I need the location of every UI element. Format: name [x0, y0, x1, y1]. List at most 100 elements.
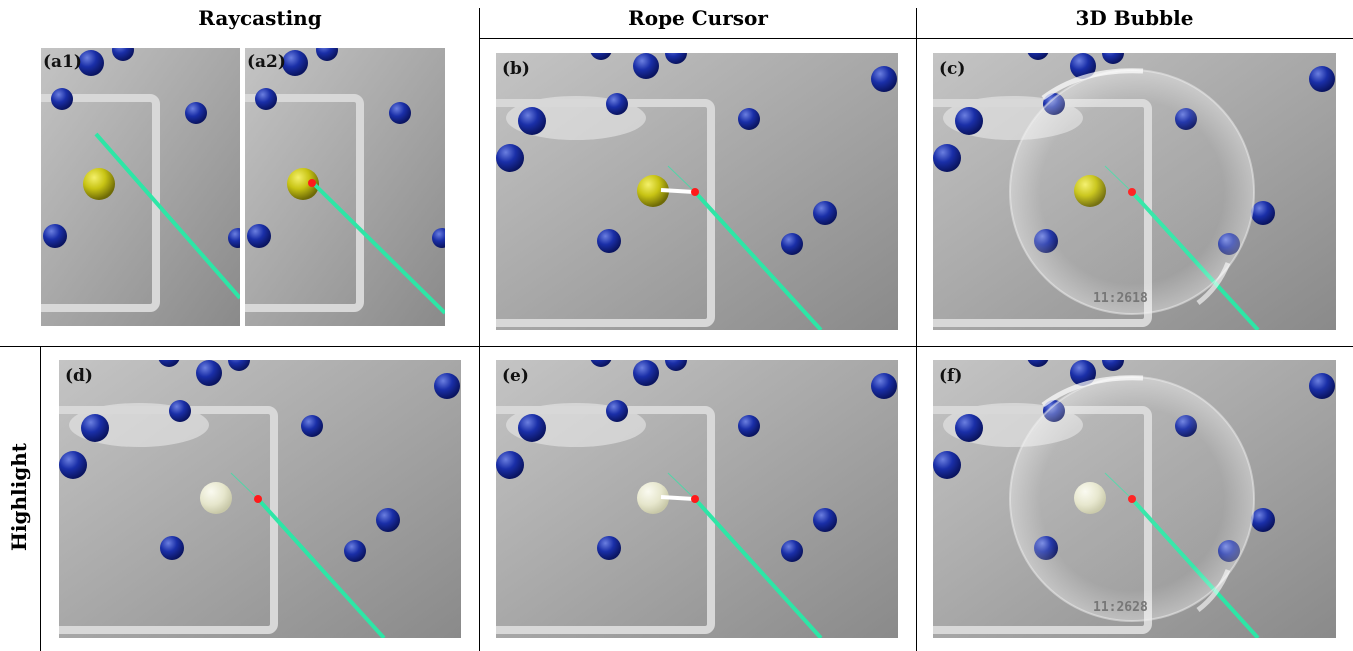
panel-e: (e)	[496, 360, 898, 638]
distractor-sphere	[112, 48, 134, 61]
distractor-sphere	[665, 53, 687, 64]
ray	[94, 132, 240, 300]
distractor-sphere	[606, 93, 628, 115]
distractor-sphere	[813, 508, 837, 532]
distractor-sphere	[633, 53, 659, 79]
panel-b: (b)	[496, 53, 898, 330]
distractor-sphere	[158, 360, 180, 367]
ray	[667, 165, 696, 193]
distractor-sphere	[955, 414, 983, 442]
distractor-sphere	[871, 66, 897, 92]
distractor-sphere	[1102, 53, 1124, 64]
distractor-sphere	[813, 201, 837, 225]
distractor-sphere	[344, 540, 366, 562]
distractor-sphere	[518, 414, 546, 442]
target-sphere	[287, 168, 319, 200]
distractor-sphere	[955, 107, 983, 135]
distractor-sphere	[933, 451, 961, 479]
distractor-sphere	[59, 451, 87, 479]
distractor-sphere	[228, 228, 240, 248]
panel-c: (c) 11:2618	[933, 53, 1336, 330]
distractor-sphere	[496, 144, 524, 172]
panel-label: (f)	[939, 366, 963, 386]
panel-label: (b)	[502, 59, 530, 79]
distractor-sphere	[738, 415, 760, 437]
distractor-sphere	[51, 88, 73, 110]
distractor-sphere	[781, 540, 803, 562]
distractor-sphere	[665, 360, 687, 371]
panel-label: (d)	[65, 366, 93, 386]
distractor-sphere	[606, 400, 628, 422]
ray	[256, 497, 386, 638]
rope	[660, 188, 695, 194]
distractor-sphere	[1251, 201, 1275, 225]
divider-header	[480, 38, 1353, 39]
column-header-rope-cursor: Rope Cursor	[628, 6, 768, 30]
distractor-sphere	[78, 50, 104, 76]
ray	[693, 497, 823, 638]
row-label-highlight: Highlight	[7, 443, 31, 551]
ray	[311, 181, 445, 315]
distractor-sphere	[282, 50, 308, 76]
distractor-sphere	[1027, 53, 1049, 60]
distractor-sphere	[301, 415, 323, 437]
distractor-sphere	[633, 360, 659, 386]
bubble-sphere	[1009, 69, 1255, 315]
panel-label: (c)	[939, 59, 966, 79]
clock-readout: 11:2628	[1093, 600, 1148, 615]
distractor-sphere	[81, 414, 109, 442]
target-sphere	[83, 168, 115, 200]
distractor-sphere	[738, 108, 760, 130]
distractor-sphere	[1309, 373, 1335, 399]
column-header-raycasting: Raycasting	[198, 6, 322, 30]
distractor-sphere	[1070, 53, 1096, 79]
distractor-sphere	[432, 228, 445, 248]
distractor-sphere	[1102, 360, 1124, 371]
ray-cursor	[308, 179, 316, 187]
panel-d: (d)	[59, 360, 461, 638]
ray-cursor	[254, 495, 262, 503]
distractor-sphere	[376, 508, 400, 532]
panel-f: (f) 11:2628	[933, 360, 1336, 638]
ray	[230, 472, 259, 500]
divider-row	[0, 346, 1353, 347]
distractor-sphere	[1309, 66, 1335, 92]
divider-rowlabel	[40, 347, 41, 651]
ray-cursor	[691, 188, 699, 196]
column-header-3d-bubble: 3D Bubble	[1075, 6, 1194, 30]
distractor-sphere	[160, 536, 184, 560]
distractor-sphere	[590, 53, 612, 60]
distractor-sphere	[43, 224, 67, 248]
distractor-sphere	[597, 229, 621, 253]
distractor-sphere	[196, 360, 222, 386]
distractor-sphere	[933, 144, 961, 172]
distractor-sphere	[1027, 360, 1049, 367]
panel-a2: (a2)	[245, 48, 445, 326]
distractor-sphere	[247, 224, 271, 248]
panel-a1: (a1)	[41, 48, 240, 326]
distractor-sphere	[434, 373, 460, 399]
target-sphere-highlighted	[637, 482, 669, 514]
distractor-sphere	[169, 400, 191, 422]
distractor-sphere	[185, 102, 207, 124]
divider-col2	[916, 8, 917, 651]
panel-label: (a1)	[43, 52, 82, 72]
distractor-sphere	[1251, 508, 1275, 532]
panel-label: (a2)	[247, 52, 286, 72]
distractor-sphere	[316, 48, 338, 61]
distractor-sphere	[389, 102, 411, 124]
bubble-sphere	[1009, 376, 1255, 622]
distractor-sphere	[255, 88, 277, 110]
ray	[693, 190, 823, 330]
distractor-sphere	[1070, 360, 1096, 386]
target-sphere-highlighted	[200, 482, 232, 514]
divider-col1	[479, 8, 480, 651]
clock-readout: 11:2618	[1093, 291, 1148, 306]
distractor-sphere	[228, 360, 250, 371]
distractor-sphere	[590, 360, 612, 367]
target-sphere	[637, 175, 669, 207]
ray	[667, 472, 696, 500]
rope	[660, 495, 695, 501]
ray-cursor	[691, 495, 699, 503]
distractor-sphere	[871, 373, 897, 399]
